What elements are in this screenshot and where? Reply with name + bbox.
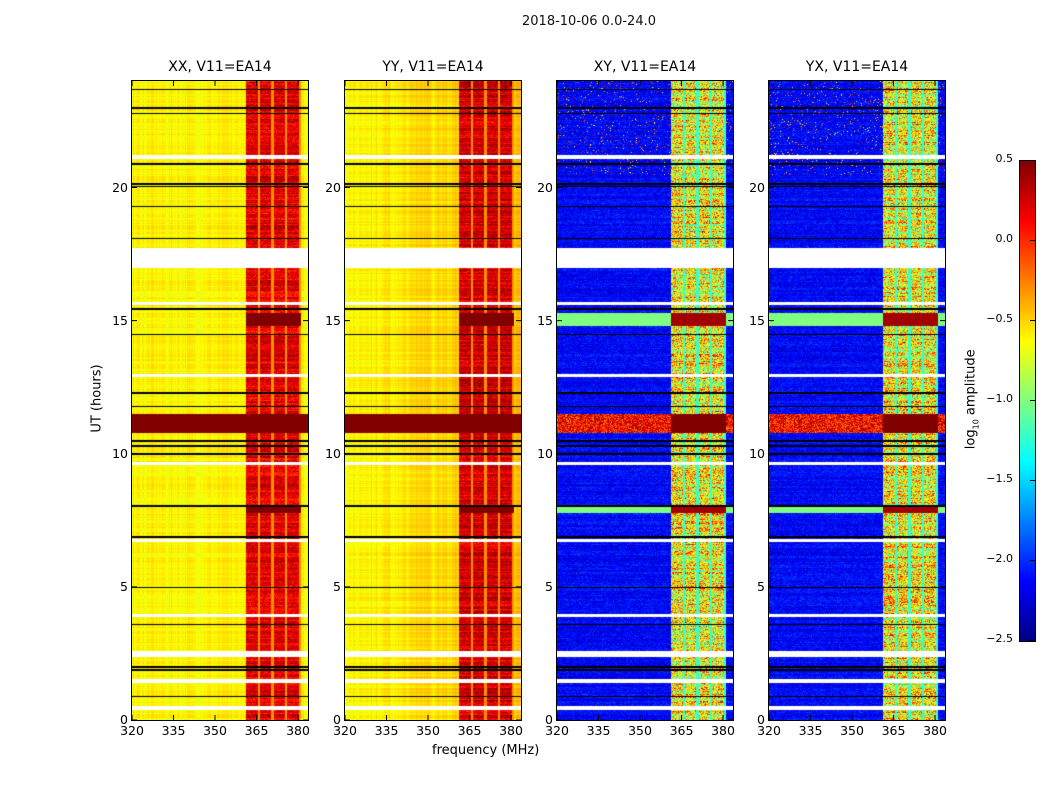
panel-title-xy: XY, V11=EA14 <box>593 59 697 75</box>
y-tick-label: 0 <box>333 712 341 727</box>
colorbar-tick <box>1030 240 1035 241</box>
panel-title-yy: YY, V11=EA14 <box>382 59 484 75</box>
y-tick-label: 0 <box>757 712 765 727</box>
figure-title: 2018-10-06 0.0-24.0 <box>522 14 656 29</box>
y-tick-label: 20 <box>537 179 553 195</box>
y-tick-label: 5 <box>545 578 553 594</box>
x-tick-label: 335 <box>586 723 611 738</box>
x-axis-label: frequency (MHz) <box>432 743 540 758</box>
x-tick-label: 380 <box>923 723 947 738</box>
colorbar-tick-label: −1.0 <box>986 392 1013 405</box>
axis-ticks <box>344 81 521 721</box>
colorbar-tick-label: 0.5 <box>995 152 1014 165</box>
x-tick-label: 380 <box>711 723 735 738</box>
y-tick-label: 15 <box>749 312 765 328</box>
x-tick-label: 320 <box>120 723 144 738</box>
heatmap-yy <box>345 81 521 720</box>
heatmap-xx <box>132 81 308 720</box>
x-tick-label: 320 <box>333 723 357 738</box>
x-tick-label: 365 <box>669 723 694 738</box>
colorbar-tick <box>1030 480 1035 481</box>
y-tick-label: 15 <box>537 312 553 328</box>
x-tick-label: 320 <box>757 723 781 738</box>
colorbar-tick <box>1030 400 1035 401</box>
x-tick-label: 335 <box>161 723 186 738</box>
y-tick-label: 0 <box>545 712 553 727</box>
x-tick-label: 365 <box>881 723 906 738</box>
heatmap-xy <box>557 81 733 720</box>
x-tick-label: 350 <box>416 723 440 738</box>
y-tick-label: 10 <box>112 445 128 461</box>
y-tick-label: 5 <box>757 578 765 594</box>
y-axis-label: UT (hours) <box>89 364 105 433</box>
heatmap-panel-xx <box>131 80 309 721</box>
colorbar-tick-label: −2.0 <box>986 552 1013 565</box>
x-tick-label: 335 <box>798 723 823 738</box>
y-tick-label: 10 <box>749 445 765 461</box>
x-tick-label: 380 <box>286 723 310 738</box>
x-tick-label: 365 <box>244 723 269 738</box>
heatmap-yx <box>769 81 945 720</box>
y-tick-label: 10 <box>537 445 553 461</box>
y-tick-label: 20 <box>325 179 341 195</box>
colorbar-label-sub: 10 <box>971 419 981 430</box>
colorbar-tick <box>1030 160 1035 161</box>
x-tick-label: 350 <box>840 723 864 738</box>
x-tick-label: 350 <box>628 723 652 738</box>
panel-title-yx: YX, V11=EA14 <box>805 59 909 75</box>
colorbar-label-log: log <box>963 429 979 450</box>
y-tick-label: 5 <box>333 578 341 594</box>
axis-ticks <box>768 81 945 721</box>
y-tick-label: 20 <box>112 179 128 195</box>
x-tick-label: 350 <box>203 723 227 738</box>
x-tick-label: 335 <box>374 723 399 738</box>
heatmap-panel-xy <box>556 80 734 721</box>
y-tick-label: 15 <box>112 312 128 328</box>
x-tick-label: 380 <box>499 723 523 738</box>
colorbar-tick-label: 0.0 <box>995 232 1014 245</box>
panel-title-xx: XX, V11=EA14 <box>168 59 272 75</box>
y-tick-label: 0 <box>120 712 128 727</box>
colorbar-tick-label: −2.5 <box>986 632 1013 645</box>
colorbar-tick <box>1030 320 1035 321</box>
colorbar-gradient <box>1020 161 1035 641</box>
y-tick-label: 10 <box>325 445 341 461</box>
x-tick-label: 320 <box>545 723 569 738</box>
y-tick-label: 15 <box>325 312 341 328</box>
colorbar <box>1019 160 1036 642</box>
y-tick-label: 20 <box>749 179 765 195</box>
colorbar-tick <box>1030 640 1035 641</box>
x-tick-label: 365 <box>457 723 482 738</box>
axis-ticks <box>556 81 733 721</box>
axis-ticks <box>131 81 308 721</box>
colorbar-tick-label: −1.5 <box>986 472 1013 485</box>
y-tick-label: 5 <box>120 578 128 594</box>
heatmap-panel-yx <box>768 80 946 721</box>
colorbar-tick <box>1030 560 1035 561</box>
colorbar-tick-label: −0.5 <box>986 312 1013 325</box>
colorbar-label-text: amplitude <box>963 349 979 420</box>
heatmap-panel-yy <box>344 80 522 721</box>
